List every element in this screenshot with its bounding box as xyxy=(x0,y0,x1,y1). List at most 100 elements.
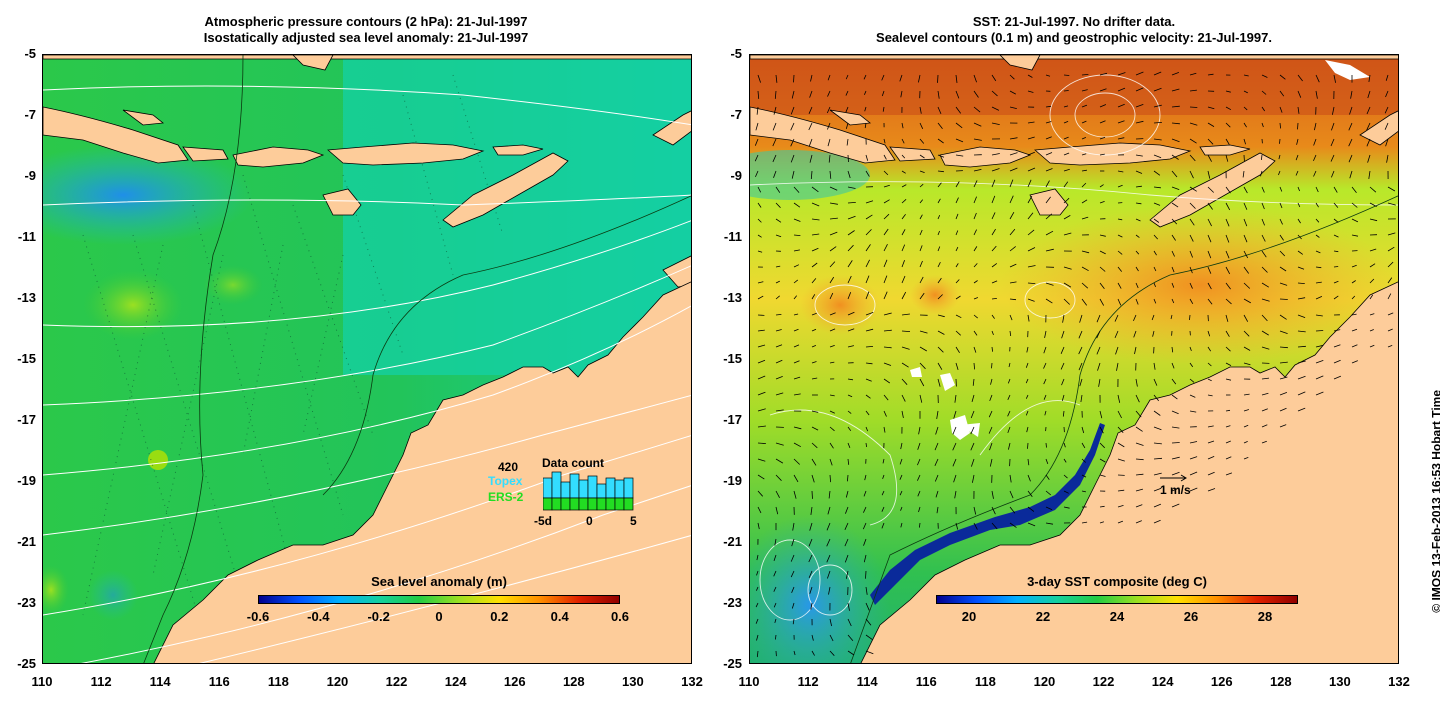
velocity-arrow xyxy=(757,391,766,396)
velocity-arrow xyxy=(792,618,795,625)
velocity-arrow xyxy=(757,522,760,530)
velocity-arrow xyxy=(755,602,759,608)
velocity-arrow xyxy=(991,212,996,220)
velocity-arrow xyxy=(1225,330,1230,337)
velocity-arrow xyxy=(865,346,874,348)
velocity-arrow xyxy=(971,394,975,403)
velocity-arrow xyxy=(1063,197,1070,204)
y-tick-label: -5 xyxy=(730,46,742,61)
velocity-arrow xyxy=(1009,522,1017,528)
velocity-arrow xyxy=(1135,185,1142,188)
velocity-arrow xyxy=(1079,378,1083,387)
velocity-arrow xyxy=(988,426,993,434)
velocity-arrow xyxy=(973,246,978,252)
velocity-arrow xyxy=(1043,378,1047,385)
velocity-arrow xyxy=(1171,503,1180,508)
y-tick-label: -11 xyxy=(17,229,36,244)
velocity-arrow xyxy=(954,490,957,499)
data-count-ers2-label: ERS-2 xyxy=(488,490,524,504)
velocity-arrow xyxy=(772,122,777,131)
velocity-arrow xyxy=(845,506,849,514)
velocity-arrow xyxy=(899,74,903,82)
velocity-arrow xyxy=(955,181,960,188)
velocity-arrow xyxy=(1081,250,1090,254)
velocity-arrow xyxy=(1025,378,1029,384)
velocity-arrow xyxy=(772,138,777,147)
velocity-arrow xyxy=(973,122,982,127)
velocity-arrow xyxy=(1387,345,1393,348)
velocity-arrow xyxy=(1027,179,1032,188)
velocity-arrow xyxy=(757,218,762,223)
velocity-arrow xyxy=(936,410,939,419)
velocity-arrow xyxy=(1007,394,1011,400)
velocity-arrow xyxy=(881,74,885,81)
data-count-total: 420 xyxy=(498,460,519,474)
velocity-arrow xyxy=(1027,314,1030,322)
x-tick-label: 128 xyxy=(1269,674,1292,689)
velocity-arrow xyxy=(1099,234,1106,237)
velocity-arrow xyxy=(1063,74,1070,76)
velocity-arrow xyxy=(1171,234,1176,241)
velocity-arrow xyxy=(1009,74,1015,80)
velocity-arrow xyxy=(1153,442,1162,445)
velocity-arrow xyxy=(1081,521,1088,524)
velocity-arrow xyxy=(1062,314,1065,323)
x-tick-label: 124 xyxy=(444,674,467,689)
velocity-arrow xyxy=(1170,314,1173,320)
velocity-arrow xyxy=(1349,106,1353,115)
velocity-arrow xyxy=(847,618,852,627)
velocity-arrow xyxy=(1189,394,1196,398)
velocity-arrow xyxy=(973,138,982,141)
velocity-arrow xyxy=(973,212,977,220)
colorbar-tick-label: 28 xyxy=(1257,609,1273,624)
velocity-arrow xyxy=(1369,186,1377,193)
velocity-arrow xyxy=(1243,250,1249,259)
velocity-arrow xyxy=(1384,106,1389,114)
velocity-arrow xyxy=(1117,218,1123,221)
velocity-arrow xyxy=(775,265,781,268)
data-count-tick-5: 5 xyxy=(630,514,637,528)
velocity-arrow xyxy=(1225,250,1230,259)
velocity-arrow xyxy=(1026,426,1029,433)
velocity-arrow xyxy=(955,263,959,268)
velocity-arrow xyxy=(811,278,817,284)
velocity-arrow xyxy=(1189,202,1196,209)
colorbar-tick-label: 0.2 xyxy=(490,609,509,624)
velocity-arrow xyxy=(829,634,834,642)
velocity-arrow xyxy=(1008,442,1011,450)
velocity-arrow xyxy=(1009,152,1018,156)
y-tick-label: -7 xyxy=(24,107,36,122)
velocity-arrow xyxy=(937,214,941,220)
velocity-arrow xyxy=(1387,312,1394,316)
velocity-arrow xyxy=(847,426,852,432)
velocity-arrow xyxy=(937,314,945,318)
velocity-arrow xyxy=(1045,74,1051,77)
velocity-arrow xyxy=(1007,410,1011,417)
velocity-arrow xyxy=(1063,282,1072,288)
velocity-arrow xyxy=(1135,120,1144,124)
colorbar-tick-label: -0.2 xyxy=(367,609,390,624)
velocity-arrow xyxy=(808,122,813,131)
velocity-arrow xyxy=(1153,202,1161,206)
velocity-arrow xyxy=(775,234,782,238)
velocity-arrow xyxy=(1117,298,1122,306)
velocity-arrow xyxy=(971,458,975,467)
velocity-arrow xyxy=(1207,298,1213,305)
velocity-arrow xyxy=(1189,250,1193,258)
x-tick-label: 130 xyxy=(1329,674,1351,689)
right-colorbar-title: 3-day SST composite (deg C) xyxy=(1027,574,1207,589)
velocity-arrow xyxy=(1261,202,1265,210)
velocity-arrow xyxy=(809,154,813,163)
velocity-arrow xyxy=(862,522,867,530)
x-tick-label: 130 xyxy=(622,674,644,689)
velocity-arrow xyxy=(1135,170,1143,174)
velocity-arrow xyxy=(1313,170,1317,177)
velocity-arrow xyxy=(1009,228,1016,236)
y-tick-label: -15 xyxy=(723,351,742,366)
velocity-arrow xyxy=(1189,138,1197,144)
velocity-arrow xyxy=(1279,202,1283,209)
velocity-arrow xyxy=(1261,408,1268,412)
velocity-arrow xyxy=(955,90,960,99)
velocity-arrow xyxy=(1207,170,1211,179)
velocity-arrow xyxy=(1261,250,1267,258)
